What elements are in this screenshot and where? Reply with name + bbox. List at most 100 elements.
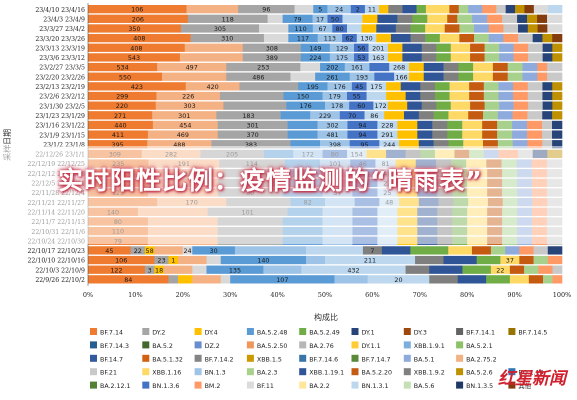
bar-segment: [300, 62, 321, 72]
bar-segment: [327, 14, 343, 23]
bar-segment: [192, 275, 222, 284]
bar-segment: [192, 246, 236, 255]
bar-segment: [185, 82, 240, 91]
bar-segment: [474, 33, 489, 43]
bar-segment: [179, 53, 244, 62]
legend-label: DZ.2: [205, 343, 220, 350]
bar-segment: [542, 101, 553, 110]
bar-segment: [443, 62, 459, 72]
legend: BF.7.14 DY.2 DY.4 BA.5.2.48 BA.5.2.49 DY.1 DY.…: [90, 328, 547, 390]
legend-swatch: [90, 328, 97, 335]
bar-segment: [469, 82, 485, 91]
bar-segment: [88, 265, 146, 274]
x-tick-label: 60%: [365, 291, 379, 299]
bar-segment: [290, 72, 316, 81]
bar-segment: [483, 111, 499, 120]
bar-segment: [542, 111, 553, 120]
legend-swatch: [194, 381, 202, 389]
bar-segment: [462, 120, 483, 130]
bar-segment: [490, 246, 506, 255]
bar-segment: [434, 91, 450, 101]
bar-value-label: 268: [393, 64, 405, 72]
legend-label: BA.5.2.50: [257, 343, 288, 350]
legend-swatch: [246, 381, 254, 389]
bar-segment: [366, 91, 387, 101]
bar-segment: [421, 101, 437, 110]
bar-segment: [313, 5, 328, 14]
bar-value-label: 534: [116, 64, 128, 72]
bar-segment: [217, 130, 288, 139]
legend-swatch: [142, 328, 150, 335]
bar-segment: [482, 120, 498, 130]
bar-segment: [394, 72, 410, 81]
legend-swatch: [90, 341, 97, 349]
legend-label: XBB.1.9.1: [414, 343, 445, 350]
bar-segment: [182, 246, 193, 255]
bar-segment: [364, 111, 385, 120]
bar-value-label: 5: [318, 6, 322, 14]
bar-segment: [405, 91, 421, 101]
legend-swatch: [246, 341, 254, 349]
bar-segment: [518, 24, 529, 33]
x-tick-label: 40%: [270, 291, 284, 299]
bar-segment: [483, 82, 499, 91]
bar-segment: [496, 5, 506, 14]
bar-segment: [512, 120, 528, 130]
bar-segment: [88, 14, 189, 23]
bar-segment: [339, 111, 365, 120]
legend-label: BA.5.2.20: [362, 370, 393, 377]
bar-value-label: 58: [146, 247, 154, 255]
bar-segment: [180, 24, 260, 33]
bar-segment: [537, 62, 548, 72]
bar-value-label: 129: [336, 44, 348, 52]
bar-segment: [294, 5, 314, 14]
bar-value-label: 206: [132, 15, 144, 23]
bar-segment: [219, 91, 284, 101]
bar-value-label: 62: [345, 35, 353, 43]
bar-segment: [492, 62, 508, 72]
bar-segment: [542, 130, 553, 139]
legend-swatch: [142, 341, 150, 349]
bar-value-label: 20: [394, 276, 402, 284]
bar-segment: [448, 140, 464, 149]
legend-label: DY.1: [362, 330, 375, 337]
bar-segment: [484, 101, 500, 110]
bar-segment: [282, 14, 313, 23]
bar-segment: [310, 111, 341, 120]
bar-segment: [377, 130, 398, 139]
legend-label: BF.7.14.1: [466, 330, 495, 337]
legend-label: BA.2.76: [309, 343, 334, 350]
bar-value-label: 253: [257, 64, 269, 72]
bar-segment: [362, 14, 378, 23]
bar-value-label: 175: [336, 54, 348, 62]
bar-segment: [389, 62, 410, 72]
bar-value-label: 211: [364, 257, 376, 265]
bar-value-label: 84: [124, 276, 132, 284]
bar-value-label: 110: [294, 25, 306, 33]
bar-segment: [347, 120, 378, 130]
x-tick-label: 80%: [460, 291, 474, 299]
bar-segment: [362, 246, 383, 255]
bar-value-label: 56: [357, 44, 365, 52]
bar-segment: [418, 140, 434, 149]
bar-segment: [377, 14, 398, 23]
bar-segment: [552, 43, 563, 52]
legend-label: BA.5.2.48: [257, 330, 288, 337]
bar-segment: [88, 43, 186, 52]
bar-value-label: 261: [326, 73, 338, 81]
bar-value-label: 301: [247, 122, 259, 130]
legend-swatch: [351, 381, 359, 389]
bar-segment: [387, 101, 408, 110]
bar-value-label: 228: [381, 122, 393, 130]
legend-swatch: [403, 368, 411, 376]
bar-value-label: 481: [326, 131, 338, 139]
legend-swatch: [456, 368, 464, 376]
bar-segment: [450, 101, 471, 110]
bar-value-label: 37: [506, 257, 514, 265]
bar-segment: [317, 130, 348, 139]
bar-segment: [527, 111, 543, 120]
bar-segment: [216, 111, 281, 120]
bar-segment: [178, 255, 207, 265]
legend-swatch: [90, 368, 97, 376]
bar-segment: [421, 43, 437, 52]
